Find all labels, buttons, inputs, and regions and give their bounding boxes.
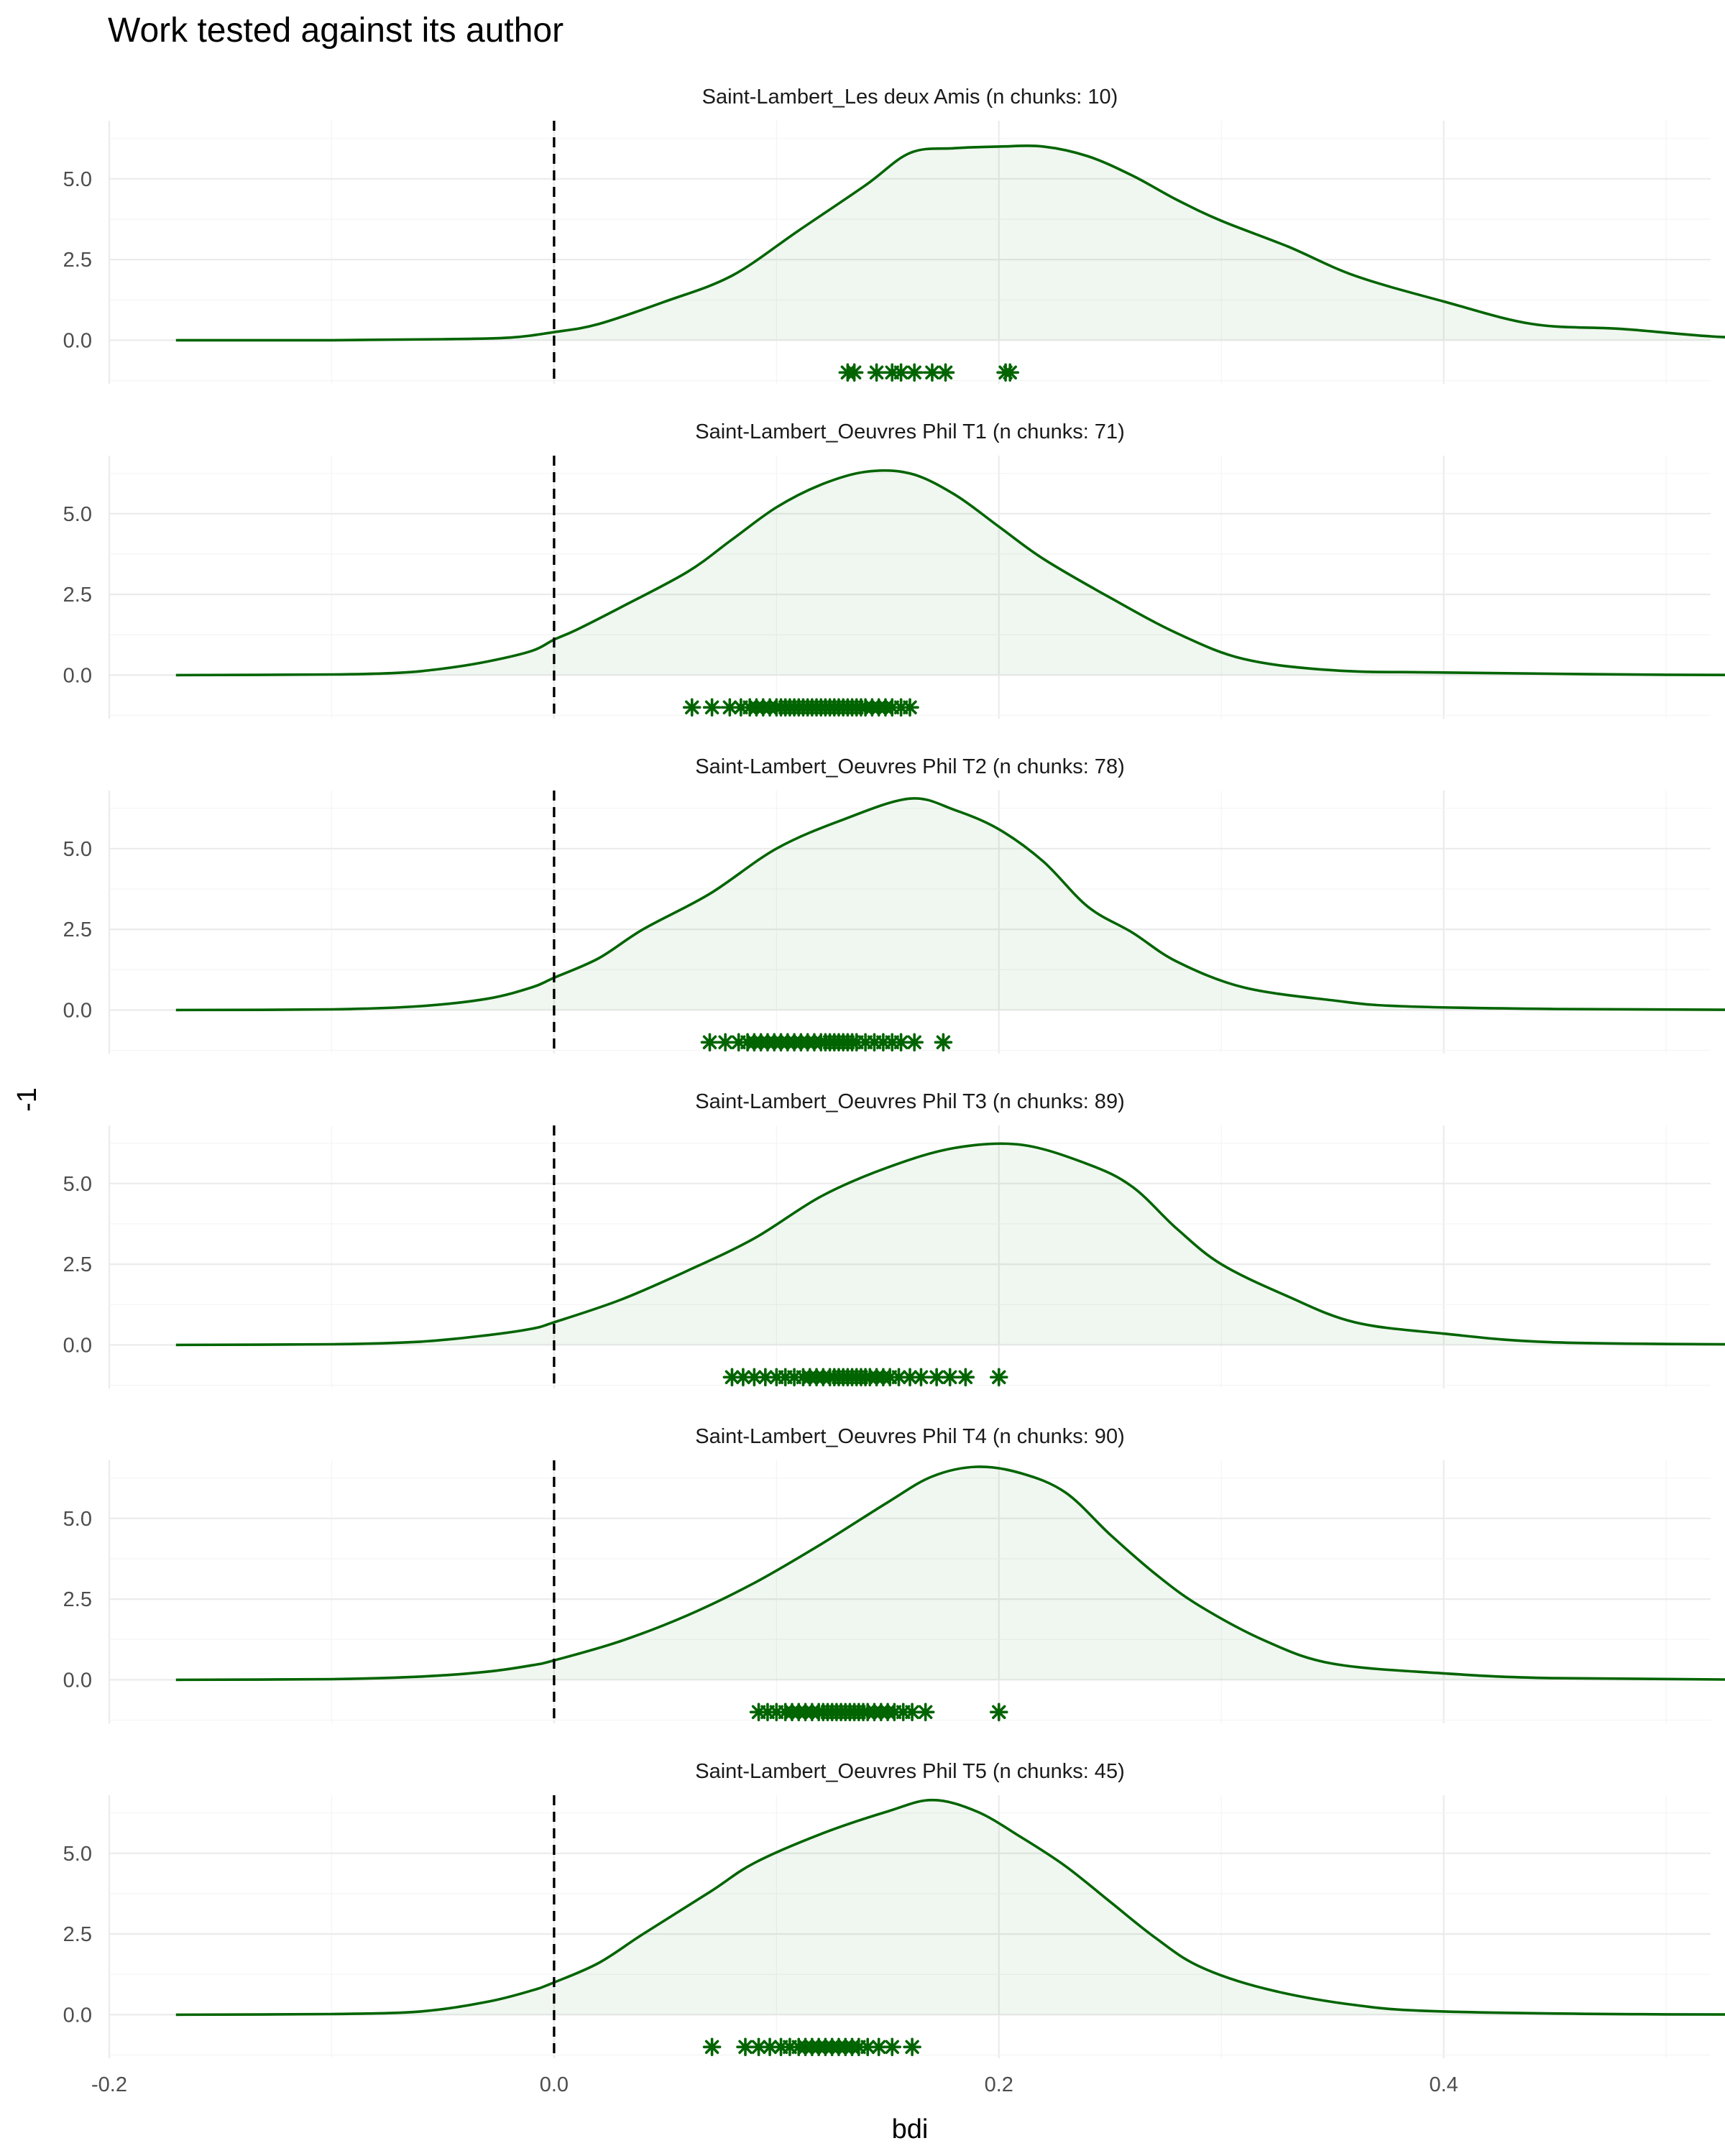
y-tick-label: 0.0 <box>63 999 92 1022</box>
x-axis-title: bdi <box>892 2114 929 2145</box>
data-point <box>936 363 955 382</box>
density-line <box>175 797 1725 1012</box>
data-point <box>745 1368 764 1387</box>
facet-strip-label: Saint-Lambert_Oeuvres Phil T2 (n chunks:… <box>695 755 1124 778</box>
data-point <box>682 698 702 717</box>
density-line <box>175 1798 1725 2017</box>
y-tick-label: 2.5 <box>63 249 92 272</box>
data-point <box>867 363 886 382</box>
data-point <box>989 1368 1008 1387</box>
y-tick-label: 2.5 <box>63 1253 92 1276</box>
data-point <box>869 2037 888 2057</box>
y-tick-label: 5.0 <box>63 1508 92 1531</box>
y-tick-label: 0.0 <box>63 329 92 352</box>
data-point <box>911 1368 931 1387</box>
data-point <box>901 1368 919 1387</box>
facet-strip-label: Saint-Lambert_Oeuvres Phil T3 (n chunks:… <box>695 1090 1124 1113</box>
data-point <box>956 1368 975 1387</box>
y-tick-label: 2.5 <box>63 1588 92 1611</box>
data-point <box>845 363 864 382</box>
x-tick-label: 0.4 <box>1430 2073 1458 2096</box>
density-line <box>175 144 1725 342</box>
data-point <box>756 1368 775 1387</box>
data-point <box>901 698 919 717</box>
data-point <box>889 1368 908 1387</box>
facet-panel: Saint-Lambert_Oeuvres Phil T1 (n chunks:… <box>63 420 1725 719</box>
density-area <box>175 471 1725 676</box>
data-point <box>700 1033 719 1052</box>
y-tick-label: 2.5 <box>63 584 92 607</box>
density-line <box>175 469 1725 677</box>
data-point <box>934 1033 953 1052</box>
density-area <box>175 1144 1725 1345</box>
data-point <box>702 698 722 717</box>
facet-panels: Saint-Lambert_Les deux Amis (n chunks: 1… <box>63 86 1725 2058</box>
facet-panel: Saint-Lambert_Les deux Amis (n chunks: 1… <box>63 86 1725 384</box>
facet-panel: Saint-Lambert_Oeuvres Phil T3 (n chunks:… <box>63 1090 1725 1388</box>
y-tick-label: 0.0 <box>63 2004 92 2027</box>
x-axis: -0.2 0.0 0.2 0.4 <box>91 2073 1458 2096</box>
density-area <box>175 1800 1725 2015</box>
x-tick-label: -0.2 <box>91 2073 127 2096</box>
facet-strip-label: Saint-Lambert_Les deux Amis (n chunks: 1… <box>702 86 1118 109</box>
y-tick-label: 0.0 <box>63 1334 92 1357</box>
x-tick-label: 0.2 <box>985 2073 1013 2096</box>
y-tick-label: 5.0 <box>63 1173 92 1196</box>
y-tick-label: 2.5 <box>63 1923 92 1946</box>
data-point <box>903 2037 921 2057</box>
y-tick-label: 5.0 <box>63 168 92 191</box>
y-tick-label: 2.5 <box>63 918 92 941</box>
data-point <box>916 1703 935 1722</box>
facet-panel: Saint-Lambert_Oeuvres Phil T2 (n chunks:… <box>63 755 1725 1054</box>
density-area <box>175 1467 1725 1680</box>
y-tick-label: 0.0 <box>63 1669 92 1692</box>
data-point <box>858 2037 878 2057</box>
facet-strip-label: Saint-Lambert_Oeuvres Phil T4 (n chunks:… <box>695 1425 1124 1448</box>
data-point <box>760 2037 779 2057</box>
data-point <box>720 698 740 717</box>
data-point <box>905 363 924 382</box>
facet-strip-label: Saint-Lambert_Oeuvres Phil T5 (n chunks:… <box>695 1760 1124 1783</box>
facet-strip-label: Saint-Lambert_Oeuvres Phil T1 (n chunks:… <box>695 420 1124 443</box>
data-point <box>716 1033 735 1052</box>
x-tick-label: 0.0 <box>540 2073 569 2096</box>
y-tick-label: 5.0 <box>63 503 92 526</box>
y-tick-label: 5.0 <box>63 838 92 861</box>
data-point <box>996 363 1015 382</box>
density-line <box>175 1465 1725 1682</box>
data-point <box>883 2037 902 2057</box>
y-tick-label: 5.0 <box>63 1843 92 1866</box>
data-point <box>891 1033 911 1052</box>
y-axis-title: -1 <box>12 1087 42 1112</box>
data-point <box>905 1033 924 1052</box>
density-area <box>175 798 1725 1010</box>
chart-title: Work tested against its author <box>108 11 564 50</box>
density-area <box>175 146 1725 341</box>
data-point <box>940 1368 960 1387</box>
density-line <box>175 1142 1725 1347</box>
data-point <box>989 1703 1008 1722</box>
facet-panel: Saint-Lambert_Oeuvres Phil T4 (n chunks:… <box>63 1425 1725 1723</box>
facet-panel: Saint-Lambert_Oeuvres Phil T5 (n chunks:… <box>63 1760 1725 2058</box>
y-tick-label: 0.0 <box>63 664 92 687</box>
data-point <box>702 2037 722 2057</box>
